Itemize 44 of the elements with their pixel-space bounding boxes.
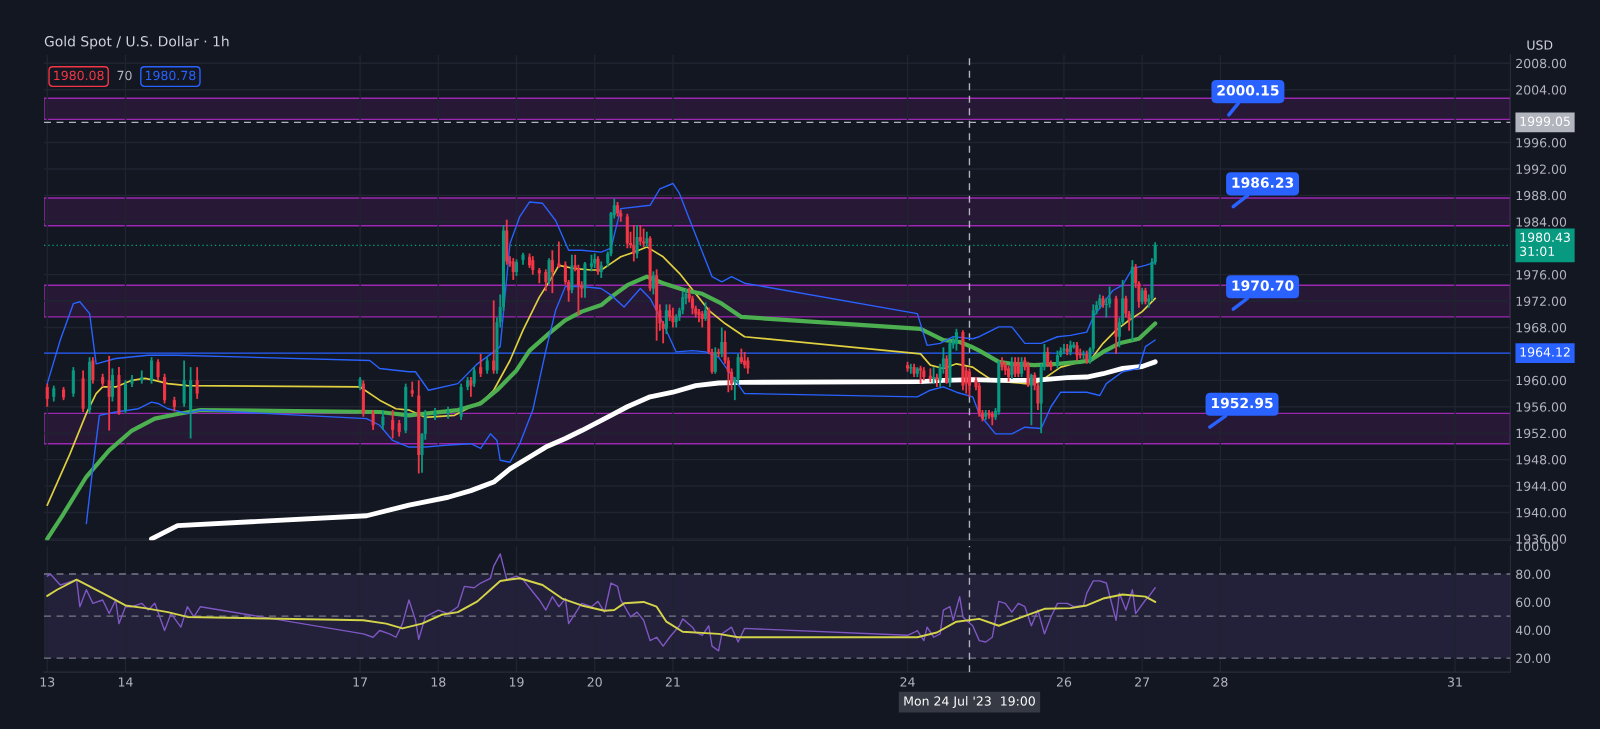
y-tick-label: 80.00	[1516, 569, 1551, 579]
annotation: 1980.08	[54, 70, 104, 81]
y-axis-title: USD	[1527, 40, 1553, 50]
x-tick-label: 17	[353, 677, 367, 687]
annotation: 1970.70	[1232, 280, 1294, 291]
y-tick-label: 40.00	[1515, 625, 1551, 636]
x-tick-label: 20	[587, 677, 602, 687]
x-tick-label: 24	[900, 677, 915, 687]
y-tick-label: 1996.00	[1516, 138, 1567, 148]
x-tick-label: 26	[1056, 677, 1072, 687]
y-tick-label: 1976.00	[1516, 270, 1567, 280]
y-tick-label: 20.00	[1516, 653, 1551, 664]
annotation: 1952.95	[1211, 397, 1273, 409]
y-tick-label: 1952.00	[1516, 428, 1567, 439]
y-tick-label: 1992.00	[1516, 164, 1567, 174]
x-tick-label: 14	[118, 677, 133, 687]
annotation: 1980.78	[145, 70, 196, 81]
y-tick-label: 1988.00	[1516, 190, 1567, 201]
y-tick-label: 1948.00	[1516, 455, 1567, 465]
y-tick-label: 1944.00	[1516, 481, 1567, 491]
y-tick-label: 1984.00	[1516, 217, 1567, 227]
y-tick-label: 1956.00	[1516, 402, 1567, 412]
x-tick-label: 18	[431, 677, 446, 687]
x-tick-label: 27	[1135, 677, 1150, 687]
ref-line-label: 1999.05	[1520, 116, 1570, 127]
annotation: 2000.15	[1217, 85, 1279, 96]
y-tick-label: 2008.00	[1516, 58, 1567, 69]
y-tick-label: 1940.00	[1516, 507, 1567, 518]
y-tick-label: 1968.00	[1516, 322, 1567, 333]
x-tick-label: 13	[40, 677, 55, 687]
y-tick-label: 1972.00	[1516, 296, 1567, 306]
ref-line-label: 1980.43 31:01	[1520, 232, 1570, 257]
annotation: 1986.23	[1232, 177, 1294, 188]
x-tick-label: 31	[1448, 677, 1462, 687]
ref-line-label: 1964.12	[1520, 347, 1570, 357]
annotation: 70	[117, 70, 132, 81]
ref-line-label: Mon 24 Jul '23 19:00	[904, 696, 1035, 709]
y-tick-label: 1960.00	[1516, 375, 1567, 386]
x-tick-label: 21	[665, 677, 680, 687]
chart-title: Gold Spot / U.S. Dollar · 1h	[44, 35, 229, 50]
y-tick-label: 2004.00	[1516, 85, 1567, 95]
y-tick-label: 60.00	[1516, 597, 1551, 607]
x-tick-label: 28	[1213, 677, 1228, 687]
x-tick-label: 19	[509, 677, 524, 687]
